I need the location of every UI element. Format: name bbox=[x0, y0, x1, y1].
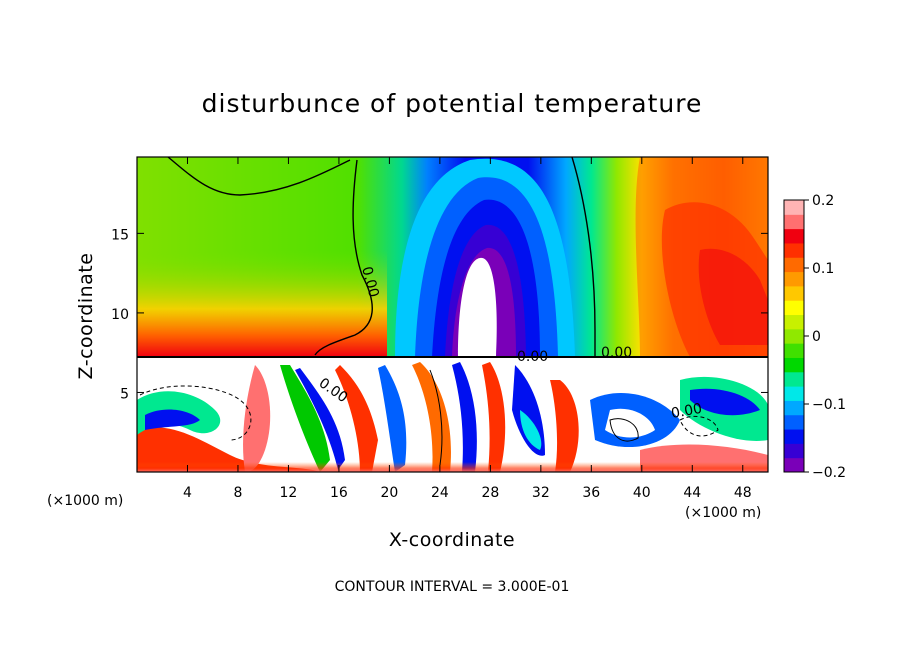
colorbar-swatch bbox=[784, 271, 804, 287]
x-tick-label: 32 bbox=[532, 485, 550, 501]
colorbar-swatch bbox=[784, 257, 804, 273]
x-tick-label: 40 bbox=[633, 485, 651, 501]
lower-blue-plume-3 bbox=[452, 362, 477, 472]
colorbar-swatch bbox=[784, 457, 804, 473]
contour-label-4: 0.00 bbox=[601, 345, 632, 361]
lower-blue-blob-3 bbox=[690, 388, 760, 416]
colorbar-label: −0.2 bbox=[812, 465, 846, 481]
lower-warm-blob-1 bbox=[137, 427, 320, 472]
zero-contour-left bbox=[314, 159, 373, 356]
lower-cyan-core bbox=[520, 410, 542, 450]
colorbar-swatch bbox=[784, 242, 804, 258]
x-axis: 4 8 12 16 20 24 28 32 36 40 44 48 bbox=[183, 157, 752, 501]
colorbar-label: −0.1 bbox=[812, 397, 846, 413]
neg-contour-lower-4 bbox=[679, 415, 719, 437]
y-axis-label: Z-coordinate bbox=[75, 253, 97, 380]
contour-label-3: 0.00 bbox=[517, 349, 548, 365]
colorbar-swatch bbox=[784, 443, 804, 459]
contour-label-1: 0.00 bbox=[358, 265, 382, 299]
contour-lower-2 bbox=[429, 369, 443, 466]
x-tick-label: 4 bbox=[183, 485, 192, 501]
zero-contour-top-left bbox=[167, 157, 351, 196]
upper-left-warm-band bbox=[137, 250, 387, 357]
lower-blue-plume-2 bbox=[378, 365, 407, 472]
x-tick-label: 44 bbox=[683, 485, 701, 501]
contour-lower-3 bbox=[609, 418, 639, 442]
x-axis-label: X-coordinate bbox=[389, 529, 515, 551]
x-tick-label: 12 bbox=[280, 485, 298, 501]
upper-field bbox=[137, 157, 768, 357]
y-tick-label: 10 bbox=[111, 307, 129, 323]
lower-orange-plume-1 bbox=[412, 362, 451, 472]
y-tick-label: 15 bbox=[111, 227, 129, 243]
lower-warm-plume-1 bbox=[243, 365, 271, 472]
chart-title: disturbunce of potential temperature bbox=[202, 89, 703, 118]
x-tick-label: 8 bbox=[233, 485, 242, 501]
heatmap-plot-area: 0.00 0.00 0.00 0.00 0.00 bbox=[136, 156, 769, 473]
x-tick-label: 16 bbox=[330, 485, 348, 501]
colorbar-swatch bbox=[784, 228, 804, 244]
lower-cold-blob-1 bbox=[145, 409, 200, 430]
lower-red-plume-2 bbox=[482, 362, 506, 472]
x-tick-label: 48 bbox=[734, 485, 752, 501]
y-axis: 5 10 15 bbox=[111, 227, 768, 402]
colorbar-label: 0.1 bbox=[812, 261, 834, 277]
colorbar-swatch bbox=[784, 386, 804, 401]
cold-dome-saturated bbox=[458, 257, 497, 357]
colorbar-swatch bbox=[784, 300, 804, 316]
plot-frame bbox=[136, 156, 769, 473]
colorbar: 0.2 0.1 0 −0.1 −0.2 bbox=[783, 193, 846, 481]
y-tick-label: 5 bbox=[120, 386, 129, 402]
neg-contour-lower-1 bbox=[139, 385, 252, 441]
contour-interval-note: CONTOUR INTERVAL = 3.000E-01 bbox=[335, 579, 570, 595]
colorbar-label: 0.2 bbox=[812, 193, 834, 209]
x-tick-label: 20 bbox=[380, 485, 398, 501]
lower-red-plume-1 bbox=[335, 365, 378, 472]
lower-green-plume-1 bbox=[280, 365, 330, 472]
colorbar-label: 0 bbox=[812, 329, 821, 345]
zero-contour-right bbox=[571, 157, 596, 357]
lower-red-plume-3 bbox=[550, 380, 579, 472]
lower-field bbox=[137, 357, 768, 472]
contour-label-5: 0.00 bbox=[670, 401, 703, 422]
warm-peak-right bbox=[698, 248, 768, 345]
colorbar-swatch bbox=[784, 357, 804, 373]
x-axis-unit-right: (×1000 m) bbox=[685, 505, 761, 521]
colorbar-swatch bbox=[784, 414, 804, 430]
lower-blue-plume-1 bbox=[295, 368, 345, 470]
surface-layer bbox=[137, 462, 768, 472]
colorbar-swatch bbox=[784, 214, 804, 230]
colorbar-swatch bbox=[784, 371, 804, 387]
colorbar-swatch bbox=[784, 400, 804, 416]
colorbar-swatch bbox=[784, 314, 804, 330]
colorbar-swatch bbox=[784, 429, 804, 444]
lower-white-blob-1 bbox=[605, 408, 655, 438]
colorbar-swatch bbox=[784, 200, 804, 215]
colorbar-swatch bbox=[784, 343, 804, 358]
x-tick-label: 24 bbox=[431, 485, 449, 501]
colorbar-swatch bbox=[784, 285, 804, 301]
x-axis-unit-left: (×1000 m) bbox=[47, 493, 123, 509]
x-tick-label: 36 bbox=[582, 485, 600, 501]
x-tick-label: 28 bbox=[481, 485, 499, 501]
colorbar-swatch bbox=[784, 328, 804, 344]
